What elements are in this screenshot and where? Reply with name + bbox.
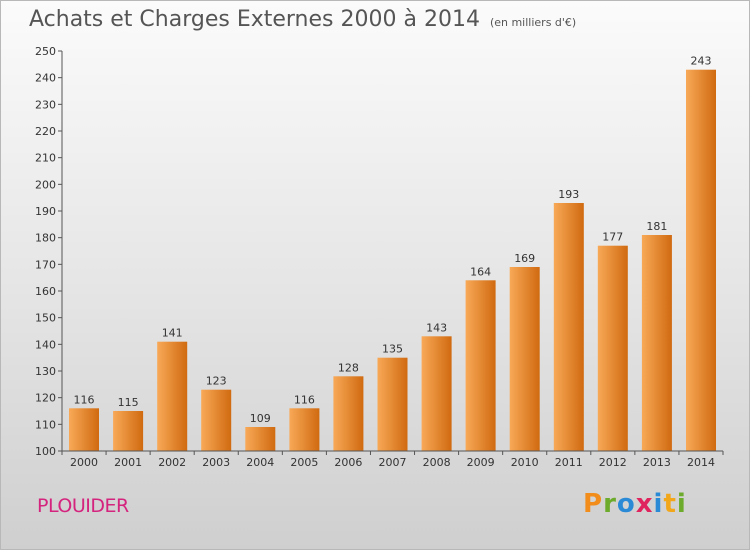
- proxiti-logo[interactable]: Proxiti: [583, 489, 687, 519]
- x-tick-label: 2011: [555, 456, 583, 469]
- chart-subtitle: (en milliers d'€): [489, 16, 577, 29]
- y-tick-label: 100: [35, 445, 56, 458]
- bar-value-label: 169: [514, 252, 535, 265]
- bar-2002: [157, 341, 188, 451]
- bar-value-label: 128: [338, 361, 359, 374]
- chart-title: Achats et Charges Externes 2000 à 2014 (e…: [29, 7, 576, 32]
- logo-letter: o: [616, 489, 636, 519]
- bar-value-label: 116: [74, 393, 95, 406]
- y-tick-label: 120: [35, 392, 56, 405]
- bar-value-label: 141: [162, 327, 183, 340]
- bar-value-label: 123: [206, 375, 227, 388]
- y-tick-label: 110: [35, 418, 56, 431]
- logo-letter: r: [603, 489, 617, 519]
- y-tick-label: 180: [35, 232, 56, 245]
- bar-value-label: 181: [646, 220, 667, 233]
- x-tick-label: 2002: [158, 456, 186, 469]
- bar-2014: [686, 69, 716, 451]
- x-tick-label: 2004: [246, 456, 274, 469]
- logo-letter: x: [635, 489, 654, 519]
- x-tick-label: 2010: [511, 456, 539, 469]
- bar-2005: [289, 408, 320, 451]
- bar-value-label: 164: [470, 265, 491, 278]
- axis-layer: 2000 2001 2002 2003 2004 2005 2006 2007 2008 2009…: [35, 45, 724, 469]
- bar-value-label: 177: [602, 231, 623, 244]
- bar-value-label: 116: [294, 393, 315, 406]
- bar-2003: [201, 389, 232, 451]
- y-tick-label: 250: [35, 45, 56, 58]
- x-tick-label: 2012: [599, 456, 627, 469]
- y-tick-label: 160: [35, 285, 56, 298]
- y-tick-label: 130: [35, 365, 56, 378]
- bar-value-label: 243: [691, 55, 712, 68]
- bar-2007: [377, 357, 408, 451]
- logo-letter: i: [653, 489, 664, 519]
- bar-2009: [465, 280, 496, 451]
- bar-value-label: 109: [250, 412, 271, 425]
- bar-2008: [421, 336, 452, 451]
- logo-letter: P: [583, 489, 604, 519]
- bar-2012: [597, 245, 628, 451]
- x-tick-label: 2014: [687, 456, 715, 469]
- x-tick-label: 2008: [423, 456, 451, 469]
- bar-value-label: 193: [558, 188, 579, 201]
- bars-layer: 116 115 141 123 109 116 128 135 143 164 169 193 177 1…: [69, 55, 716, 451]
- bar-2000: [69, 408, 99, 451]
- y-tick-label: 240: [35, 72, 56, 85]
- y-tick-label: 220: [35, 125, 56, 138]
- chart-title-text: Achats et Charges Externes 2000 à 2014: [29, 7, 480, 32]
- commune-name: PLOUIDER: [37, 495, 129, 517]
- x-tick-label: 2000: [70, 456, 98, 469]
- x-tick-label: 2005: [290, 456, 318, 469]
- y-tick-label: 150: [35, 312, 56, 325]
- x-tick-label: 2013: [643, 456, 671, 469]
- bar-value-label: 135: [382, 343, 403, 356]
- x-tick-label: 2001: [114, 456, 142, 469]
- bar-2004: [245, 427, 276, 451]
- y-tick-label: 190: [35, 205, 56, 218]
- bar-2010: [509, 267, 540, 451]
- x-tick-label: 2006: [334, 456, 362, 469]
- bar-2001: [113, 411, 144, 451]
- bar-2013: [641, 235, 672, 451]
- x-tick-label: 2003: [202, 456, 230, 469]
- x-tick-label: 2007: [379, 456, 407, 469]
- bar-value-label: 115: [118, 396, 139, 409]
- bar-2006: [333, 376, 364, 451]
- x-tick-label: 2009: [467, 456, 495, 469]
- bar-2011: [553, 203, 584, 451]
- y-tick-label: 140: [35, 338, 56, 351]
- y-tick-label: 210: [35, 152, 56, 165]
- y-tick-label: 170: [35, 258, 56, 271]
- y-tick-label: 230: [35, 98, 56, 111]
- logo-letter: t: [663, 489, 677, 519]
- logo-letter: i: [676, 489, 687, 519]
- bar-value-label: 143: [426, 321, 447, 334]
- y-tick-label: 200: [35, 178, 56, 191]
